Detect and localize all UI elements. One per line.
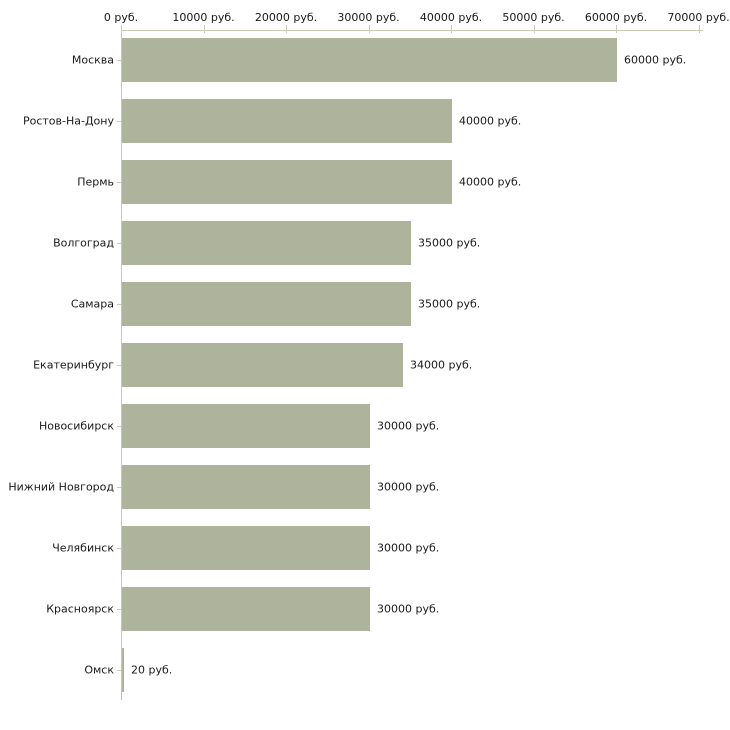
category-label: Волгоград bbox=[53, 236, 114, 250]
y-tick-mark bbox=[117, 365, 121, 366]
bar-value-label: 30000 руб. bbox=[377, 541, 440, 555]
bar-value-label: 20 руб. bbox=[131, 663, 173, 677]
bar bbox=[122, 587, 370, 631]
bar bbox=[122, 282, 411, 326]
y-tick-mark bbox=[117, 426, 121, 427]
x-tick-mark bbox=[286, 25, 287, 33]
y-tick-mark bbox=[117, 609, 121, 610]
y-tick-mark bbox=[117, 487, 121, 488]
bar-value-label: 34000 руб. bbox=[410, 358, 473, 372]
bar-value-label: 35000 руб. bbox=[418, 297, 481, 311]
bar-value-label: 60000 руб. bbox=[624, 53, 687, 67]
x-tick-mark bbox=[616, 25, 617, 33]
bar bbox=[122, 465, 370, 509]
bar-value-label: 40000 руб. bbox=[459, 114, 522, 128]
category-label: Екатеринбург bbox=[33, 358, 114, 372]
y-tick-mark bbox=[117, 243, 121, 244]
y-tick-mark bbox=[117, 548, 121, 549]
bar-value-label: 40000 руб. bbox=[459, 175, 522, 189]
bar bbox=[122, 343, 403, 387]
x-tick-label: 30000 руб. bbox=[337, 11, 400, 24]
x-tick-label: 70000 руб. bbox=[667, 11, 730, 24]
bar-value-label: 30000 руб. bbox=[377, 419, 440, 433]
x-tick-mark bbox=[698, 25, 700, 33]
x-tick-label: 50000 руб. bbox=[502, 11, 565, 24]
category-label: Самара bbox=[70, 297, 114, 311]
bar-value-label: 30000 руб. bbox=[377, 602, 440, 616]
x-tick-label: 60000 руб. bbox=[584, 11, 648, 24]
bar bbox=[122, 648, 124, 692]
x-tick-mark bbox=[533, 25, 535, 33]
y-tick-mark bbox=[117, 60, 121, 61]
bar bbox=[122, 526, 370, 570]
category-label: Нижний Новгород bbox=[8, 480, 114, 494]
y-tick-mark bbox=[117, 670, 121, 671]
x-tick-label: 40000 руб. bbox=[419, 11, 483, 24]
y-tick-mark bbox=[117, 182, 121, 183]
category-label: Ростов-На-Дону bbox=[22, 114, 114, 128]
x-tick-label: 0 руб. bbox=[103, 11, 139, 24]
category-label: Челябинск bbox=[52, 541, 114, 555]
category-label: Новосибирск bbox=[38, 419, 114, 433]
category-label: Омск bbox=[84, 663, 114, 677]
y-tick-mark bbox=[117, 304, 121, 305]
bar bbox=[122, 38, 617, 82]
category-label: Красноярск bbox=[46, 602, 114, 616]
x-tick-label: 20000 руб. bbox=[254, 11, 318, 24]
bar bbox=[122, 160, 452, 204]
x-axis-line bbox=[121, 30, 703, 31]
category-label: Пермь bbox=[77, 175, 114, 189]
bar bbox=[122, 404, 370, 448]
bar-value-label: 30000 руб. bbox=[377, 480, 440, 494]
x-tick-label: 10000 руб. bbox=[172, 11, 235, 24]
x-tick-mark bbox=[121, 25, 122, 33]
bar-value-label: 35000 руб. bbox=[418, 236, 481, 250]
x-tick-mark bbox=[451, 25, 452, 33]
x-tick-mark bbox=[203, 25, 205, 33]
category-label: Москва bbox=[71, 53, 114, 67]
x-tick-mark bbox=[368, 25, 370, 33]
bar bbox=[122, 99, 452, 143]
bar bbox=[122, 221, 411, 265]
y-tick-mark bbox=[117, 121, 121, 122]
y-axis-line bbox=[121, 30, 122, 700]
